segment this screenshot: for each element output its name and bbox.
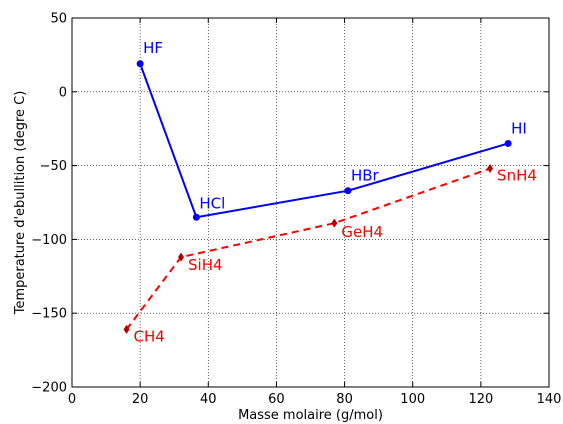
point-label-geh4: GeH4 (341, 223, 383, 241)
series-markers (123, 60, 512, 334)
data-point-ch4 (123, 324, 130, 334)
data-point-hcl (192, 213, 200, 221)
y-tick-label: −200 (31, 381, 67, 396)
point-label-hi: HI (511, 119, 527, 137)
data-point-geh4 (331, 218, 338, 228)
data-point-hbr (344, 187, 352, 195)
point-label-hbr: HBr (351, 167, 380, 185)
y-tick-label: −100 (31, 233, 67, 248)
point-label-snh4: SnH4 (497, 167, 537, 185)
series-line-2 (125, 167, 491, 331)
x-tick-label: 20 (132, 392, 149, 407)
x-tick-label: 140 (537, 392, 562, 407)
y-tick-label: 0 (59, 85, 67, 100)
point-labels: HF HCl HBr HI CH4 SiH4 GeH4 SnH4 (134, 39, 537, 346)
point-label-hf: HF (143, 39, 163, 57)
data-point-hf (136, 60, 144, 68)
x-tick-label: 100 (400, 392, 425, 407)
y-tick-label: −150 (31, 307, 67, 322)
series-line-1 (139, 63, 509, 219)
y-tick-label: −50 (40, 159, 67, 174)
y-tick-label: 50 (50, 12, 67, 27)
x-tick-label: 40 (200, 392, 217, 407)
data-point-snh4 (487, 164, 494, 174)
data-point-sih4 (178, 252, 185, 262)
x-tick-label: 0 (68, 392, 76, 407)
axis-ticks: 0 20 40 60 80 100 120 140 −200 −150 −100 −50 0 50 (31, 12, 561, 408)
point-label-sih4: SiH4 (188, 256, 223, 274)
point-label-hcl: HCl (199, 194, 225, 212)
data-point-hi (504, 139, 512, 147)
x-tick-label: 120 (468, 392, 493, 407)
plot-frame (71, 17, 550, 388)
y-axis-label: Temperature d'ebullition (degre C) (13, 91, 28, 316)
point-label-ch4: CH4 (134, 327, 165, 345)
series-lines (125, 63, 509, 331)
x-axis-label: Masse molaire (g/mol) (238, 408, 383, 423)
x-tick-label: 60 (268, 392, 285, 407)
x-tick-label: 80 (336, 392, 353, 407)
